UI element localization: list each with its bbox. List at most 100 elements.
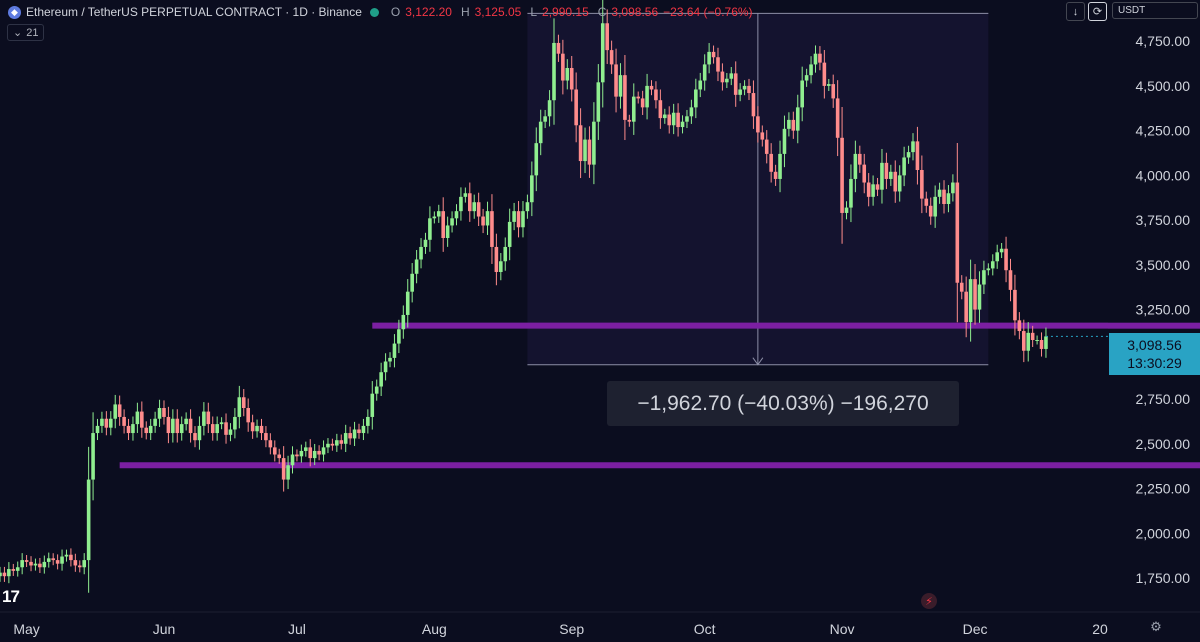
candle-body	[1044, 336, 1048, 349]
gear-icon[interactable]: ⚙	[1150, 619, 1162, 634]
candle-body	[109, 418, 113, 428]
candle-body	[352, 429, 357, 439]
y-tick-label: 4,750.00	[1136, 33, 1191, 49]
candle-body	[481, 216, 485, 226]
candle-body	[241, 397, 246, 408]
candle-body	[858, 153, 862, 165]
candle-body	[250, 422, 255, 432]
candle-body	[813, 53, 818, 65]
y-tick-label: 2,000.00	[1136, 525, 1191, 541]
ethereum-logo-icon: ◆	[8, 5, 21, 19]
bar-countdown: 13:30:29	[1127, 355, 1182, 371]
candle-body	[920, 170, 924, 199]
measure-arrow-head	[752, 357, 764, 366]
candle-body	[295, 454, 299, 457]
candle-body	[0, 572, 2, 577]
candle-body	[924, 198, 929, 206]
candle-body	[654, 89, 658, 101]
arrow-down-icon: ↓	[1072, 5, 1079, 18]
x-tick-label: May	[13, 621, 39, 637]
candle-body	[321, 447, 326, 455]
candle-body	[928, 205, 933, 217]
candle-body	[15, 567, 20, 571]
y-tick-label: 4,000.00	[1136, 167, 1191, 183]
candle-body	[24, 560, 29, 562]
candle-body	[299, 450, 304, 457]
candle-body	[538, 121, 543, 144]
candle-body	[751, 93, 756, 117]
candle-body	[467, 193, 472, 212]
candle-body	[233, 416, 237, 430]
candle-body	[756, 116, 760, 133]
candle-body	[951, 182, 955, 194]
candle-body	[330, 443, 335, 446]
candle-body	[246, 408, 250, 423]
candle-body	[667, 114, 672, 126]
candle-body	[600, 23, 605, 83]
candle-body	[840, 137, 844, 213]
candle-body	[388, 357, 392, 362]
candle-body	[73, 560, 78, 566]
y-tick-label: 4,250.00	[1136, 123, 1191, 139]
last-price: 3,098.56	[1127, 337, 1182, 353]
x-tick-label: Nov	[830, 621, 855, 637]
candle-body	[51, 558, 55, 561]
candle-body	[405, 291, 410, 315]
candle-body	[884, 162, 889, 179]
candle-body	[1035, 340, 1039, 341]
candle-body	[499, 261, 503, 272]
symbol-title[interactable]: Ethereum / TetherUS PERPETUAL CONTRACT ·…	[26, 5, 362, 19]
candle-body	[685, 116, 689, 122]
candle-body	[525, 202, 530, 212]
candle-body	[986, 268, 991, 271]
candle-body	[995, 252, 999, 262]
candle-body	[441, 211, 445, 238]
y-tick-label: 2,250.00	[1136, 481, 1191, 497]
candle-body	[844, 207, 849, 213]
candle-body	[312, 450, 317, 459]
candle-body	[206, 411, 211, 425]
candle-body	[357, 429, 361, 434]
tradingview-logo-icon[interactable]: 17	[2, 587, 20, 606]
low-value: 2,990.15	[542, 5, 589, 19]
candle-body	[747, 85, 751, 94]
candle-body	[64, 554, 69, 557]
candle-body	[853, 153, 858, 179]
download-button[interactable]: ↓	[1066, 2, 1085, 21]
candle-body	[459, 196, 463, 212]
candle-body	[1013, 289, 1017, 321]
candle-body	[277, 454, 282, 459]
candle-body	[419, 246, 423, 260]
candle-body	[955, 182, 960, 283]
candle-body	[942, 189, 946, 204]
candle-body	[880, 162, 884, 190]
candle-body	[561, 53, 565, 81]
indicator-value: 21	[26, 26, 39, 39]
candle-body	[46, 558, 51, 562]
candle-body	[809, 64, 813, 76]
candle-body	[374, 386, 379, 394]
currency-selector[interactable]: USDT	[1112, 2, 1198, 19]
candle-body	[543, 116, 547, 122]
flash-icon[interactable]: ⚡	[921, 593, 937, 609]
indicator-toggle[interactable]: ⌄ 21	[7, 24, 45, 41]
candle-body	[224, 422, 228, 435]
candle-body	[148, 425, 153, 434]
candle-body	[117, 404, 122, 417]
candle-body	[578, 125, 583, 162]
last-price-tag: 3,098.56 13:30:29	[1109, 333, 1200, 375]
candle-body	[915, 141, 920, 170]
candle-body	[787, 119, 791, 129]
candle-body	[973, 279, 977, 310]
candle-body	[587, 139, 592, 165]
candle-body	[82, 560, 87, 568]
candle-body	[60, 556, 64, 564]
candle-body	[286, 465, 290, 480]
candle-body	[729, 73, 734, 79]
replay-button[interactable]: ⟳	[1088, 2, 1107, 21]
change-value: −23.64 (−0.76%)	[663, 5, 753, 19]
candle-body	[902, 157, 906, 176]
high-value: 3,125.05	[474, 5, 522, 19]
candle-body	[733, 73, 738, 95]
